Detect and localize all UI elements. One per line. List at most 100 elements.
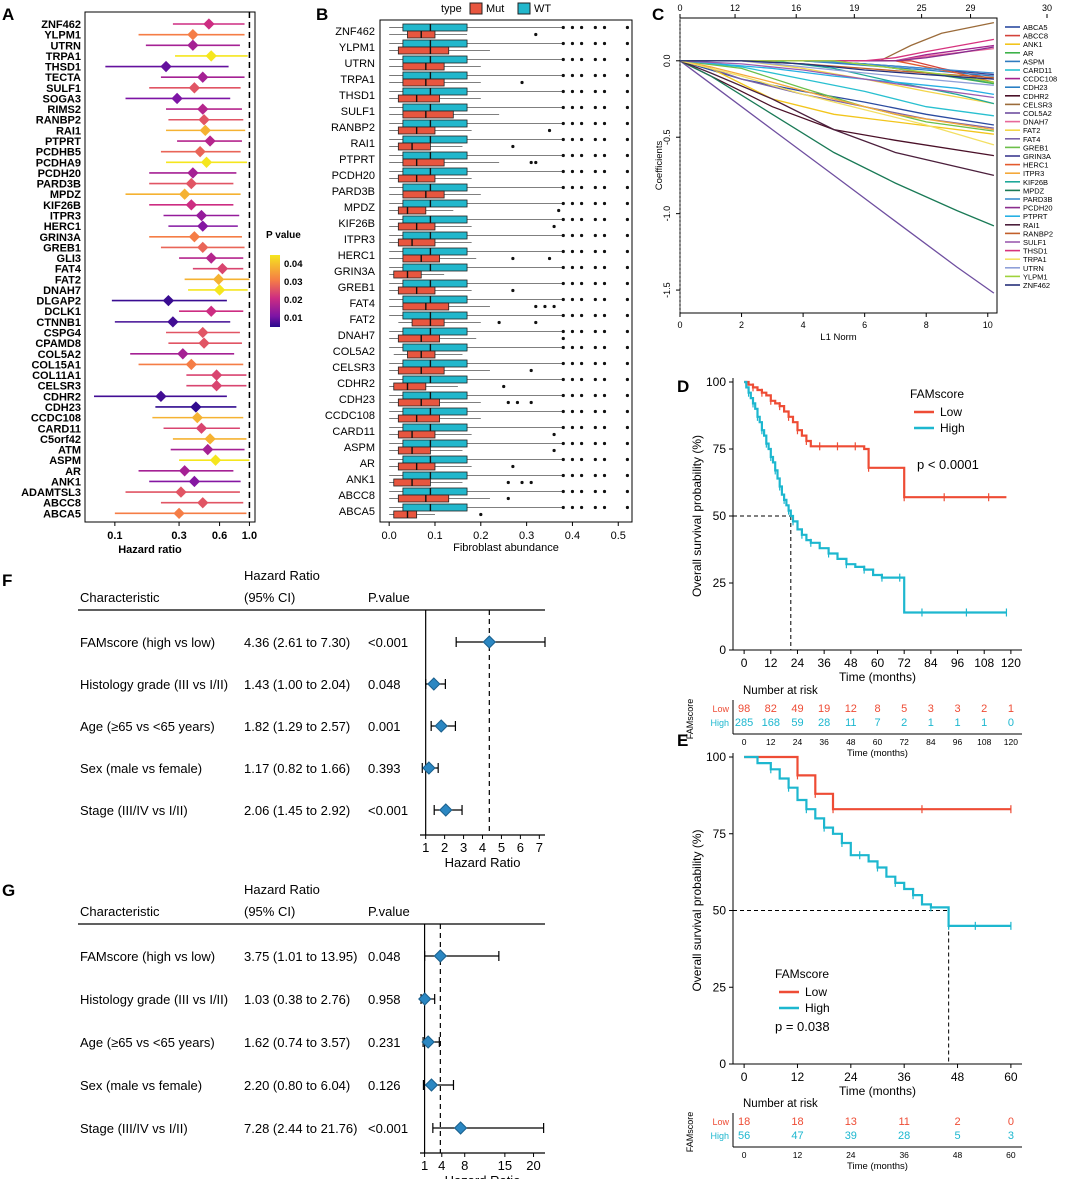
risk-count: 98 <box>738 703 750 715</box>
km-y-tick-label: 75 <box>713 827 727 841</box>
b-wt-outlier <box>625 201 630 206</box>
b-mut-box <box>397 334 440 343</box>
c-series-line <box>679 60 995 227</box>
c-series-line <box>679 60 995 146</box>
forest-x-tick-label: 1 <box>421 1158 428 1173</box>
b-wt-outlier <box>602 377 607 382</box>
km-x-axis-title: Time (months) <box>839 670 916 684</box>
km-y-axis-title: Overall survival probability (%) <box>690 829 704 991</box>
b-wt-outlier <box>561 169 565 174</box>
b-wt-outlier <box>593 217 597 222</box>
forest-x-tick-label: 3 <box>460 840 467 855</box>
b-wt-outlier <box>570 377 575 382</box>
c-plot-frame <box>679 17 998 314</box>
b-gene-label: ABCA5 <box>339 506 375 518</box>
b-wt-box <box>402 71 468 80</box>
b-wt-outlier <box>593 329 597 334</box>
forest-hr-diamond <box>439 803 453 817</box>
b-wt-outlier <box>561 505 565 510</box>
forest-header-hr2: (95% CI) <box>244 904 295 919</box>
a-hr-diamond <box>212 273 225 285</box>
risk-time-label: 12 <box>793 1150 803 1160</box>
forest-row-label: Age (≥65 vs <65 years) <box>80 1035 215 1050</box>
b-wt-box <box>402 183 468 192</box>
b-mut-outlier <box>502 384 506 389</box>
b-wt-outlier <box>580 441 584 446</box>
a-hr-diamond <box>197 71 209 83</box>
forest-hr-diamond <box>421 1035 435 1049</box>
b-wt-outlier <box>570 41 575 46</box>
risk-count: 39 <box>845 1130 857 1142</box>
b-gene-label: ANK1 <box>346 474 375 486</box>
b-wt-outlier <box>570 441 575 446</box>
forest-x-tick-label: 1 <box>422 840 429 855</box>
km-legend-label: High <box>805 1001 830 1015</box>
a-gene-label: COL5A2 <box>38 349 81 361</box>
b-mut-outlier <box>552 224 556 229</box>
risk-count: 0 <box>1008 1116 1014 1128</box>
c-legend-label: HERC1 <box>1023 161 1048 170</box>
risk-count: 285 <box>735 717 753 729</box>
forest-header-hr2: (95% CI) <box>244 590 295 605</box>
b-wt-outlier <box>580 121 584 126</box>
c-x-axis-title: L1 Norm <box>820 332 857 343</box>
b-mut-outlier <box>506 496 510 501</box>
a-gene-label: SOGA3 <box>42 93 81 105</box>
b-wt-outlier <box>561 457 565 462</box>
panel-a-forest-genes: ZNF462YLPM1UTRNTRPA1THSD1TECTASULF1SOGA3… <box>21 11 303 556</box>
b-wt-outlier <box>602 169 607 174</box>
b-gene-label: FAT4 <box>350 298 375 310</box>
b-mut-outlier <box>547 256 552 261</box>
c-y-tick-label: 0.0 <box>662 55 672 68</box>
b-mut-outlier <box>520 480 524 485</box>
a-gene-label: COL15A1 <box>31 359 81 371</box>
c-y-axis-title: Coefficients <box>654 141 665 191</box>
b-wt-outlier <box>602 233 607 238</box>
km-legend-label: High <box>940 421 965 435</box>
a-hr-diamond <box>188 231 201 243</box>
b-wt-outlier <box>561 489 565 494</box>
b-wt-outlier <box>602 489 607 494</box>
b-mut-box <box>411 318 445 327</box>
b-wt-outlier <box>593 409 597 414</box>
a-gene-label: DCLK1 <box>44 306 81 318</box>
risk-table-title: Number at risk <box>743 1098 818 1110</box>
a-hr-diamond <box>200 156 213 168</box>
b-mut-box <box>397 446 431 455</box>
forest-hr-diamond <box>424 1078 439 1092</box>
b-wt-outlier <box>625 409 630 414</box>
a-gene-label: CARD11 <box>38 423 81 435</box>
b-wt-outlier <box>561 377 565 382</box>
forest-row-label: Stage (III/IV vs I/II) <box>80 803 188 818</box>
a-hr-diamond <box>205 50 217 62</box>
b-wt-outlier <box>580 345 584 350</box>
forest-hr-diamond <box>482 635 497 649</box>
c-legend-label: GRIN3A <box>1023 152 1051 161</box>
b-wt-outlier <box>625 105 630 110</box>
b-wt-outlier <box>580 169 584 174</box>
a-gene-label: GLI3 <box>57 253 81 265</box>
b-wt-outlier <box>602 25 607 30</box>
b-x-tick-label: 0.0 <box>382 530 397 542</box>
c-y-tick-label: -0.5 <box>662 129 672 145</box>
b-wt-outlier <box>561 105 565 110</box>
a-hr-diamond <box>210 369 223 381</box>
risk-count: 1 <box>981 717 987 729</box>
risk-count: 2 <box>901 717 907 729</box>
km-x-tick-label: 24 <box>791 656 805 670</box>
b-wt-outlier <box>625 441 630 446</box>
c-y-tick-label: -1.0 <box>662 206 672 222</box>
b-mut-box <box>397 238 436 247</box>
b-wt-box <box>402 263 468 272</box>
risk-count: 19 <box>818 703 830 715</box>
c-legend-label: THSD1 <box>1023 247 1048 256</box>
b-wt-outlier <box>570 249 575 254</box>
b-wt-box <box>402 55 468 64</box>
forest-row-ci: 3.75 (1.01 to 13.95) <box>244 949 357 964</box>
b-wt-box <box>402 311 468 320</box>
b-wt-outlier <box>570 57 575 62</box>
forest-hr-diamond <box>453 1121 468 1135</box>
km-legend-label: Low <box>940 405 962 419</box>
